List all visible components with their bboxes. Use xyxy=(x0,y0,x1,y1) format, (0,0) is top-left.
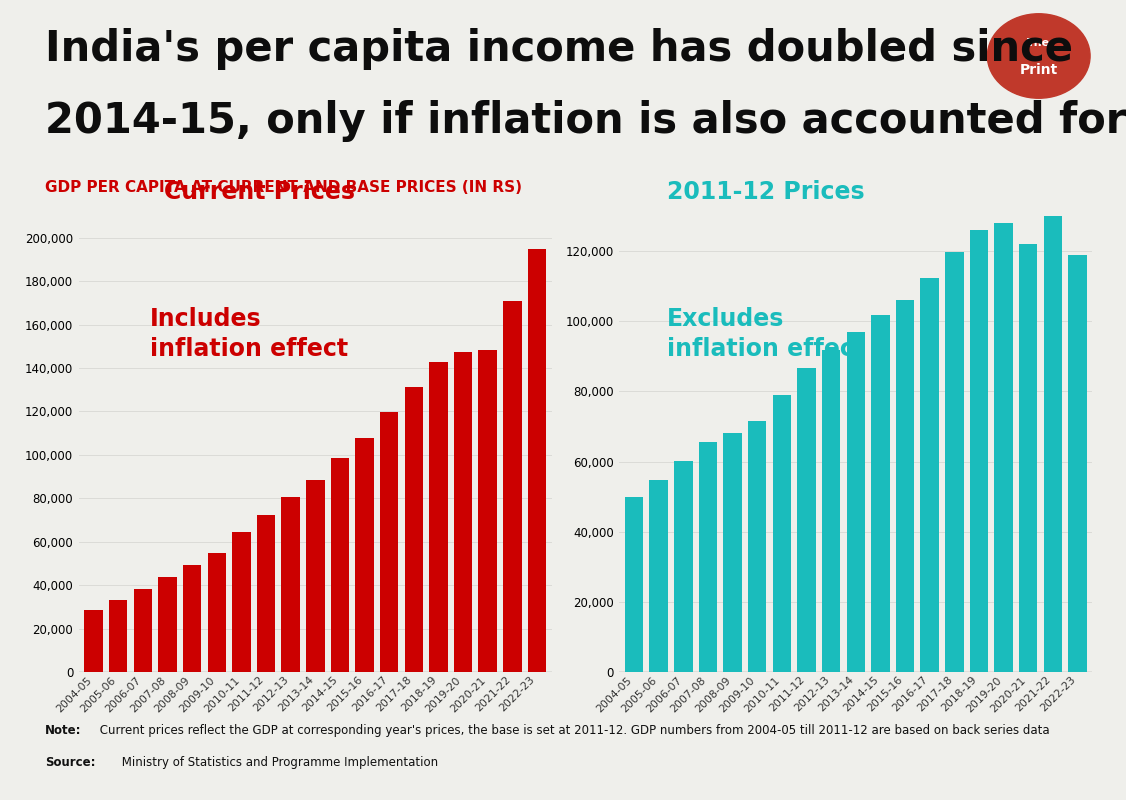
Bar xyxy=(182,566,202,672)
Bar xyxy=(772,395,792,672)
Bar xyxy=(1044,203,1062,672)
Text: Current prices reflect the GDP at corresponding year's prices, the base is set a: Current prices reflect the GDP at corres… xyxy=(96,724,1049,737)
Bar xyxy=(331,458,349,672)
Text: The: The xyxy=(1027,38,1051,48)
Bar xyxy=(282,498,300,672)
Bar xyxy=(479,350,497,672)
Bar xyxy=(969,230,989,672)
Bar xyxy=(109,600,127,672)
Text: Ministry of Statistics and Programme Implementation: Ministry of Statistics and Programme Imp… xyxy=(118,756,438,769)
Bar xyxy=(454,352,472,672)
Bar xyxy=(1069,254,1087,672)
Bar xyxy=(306,480,324,672)
Bar xyxy=(872,315,890,672)
Bar xyxy=(207,553,226,672)
Text: India's per capita income has doubled since: India's per capita income has doubled si… xyxy=(45,28,1073,70)
Text: Note:: Note: xyxy=(45,724,81,737)
Bar xyxy=(847,331,865,672)
Bar xyxy=(503,301,521,672)
Bar xyxy=(625,498,643,672)
Bar xyxy=(650,480,668,672)
Bar xyxy=(896,300,914,672)
Bar xyxy=(356,438,374,672)
Bar xyxy=(134,590,152,672)
Bar xyxy=(528,250,546,672)
Bar xyxy=(945,252,964,672)
Bar xyxy=(723,433,742,672)
Text: GDP PER CAPITA AT CURRENT AND BASE PRICES (IN RS): GDP PER CAPITA AT CURRENT AND BASE PRICE… xyxy=(45,180,522,195)
Text: 2011-12 Prices: 2011-12 Prices xyxy=(667,180,865,204)
Bar xyxy=(822,350,840,672)
Bar xyxy=(159,577,177,672)
Bar xyxy=(699,442,717,672)
Bar xyxy=(674,461,692,672)
Bar xyxy=(994,223,1012,672)
Bar xyxy=(920,278,939,672)
Text: Source:: Source: xyxy=(45,756,96,769)
Text: Current Prices: Current Prices xyxy=(164,180,355,204)
Text: Excludes
inflation effect: Excludes inflation effect xyxy=(667,307,865,361)
Bar xyxy=(748,421,767,672)
Bar xyxy=(232,532,251,672)
Bar xyxy=(379,412,399,672)
Text: Includes
inflation effect: Includes inflation effect xyxy=(150,307,348,361)
Text: Print: Print xyxy=(1020,63,1057,77)
Bar xyxy=(257,515,275,672)
Bar xyxy=(797,368,815,672)
Bar xyxy=(1019,244,1037,672)
Bar xyxy=(404,386,423,672)
Bar xyxy=(84,610,102,672)
Bar xyxy=(429,362,448,672)
Text: 2014-15, only if inflation is also accounted for: 2014-15, only if inflation is also accou… xyxy=(45,100,1126,142)
Circle shape xyxy=(988,14,1090,98)
